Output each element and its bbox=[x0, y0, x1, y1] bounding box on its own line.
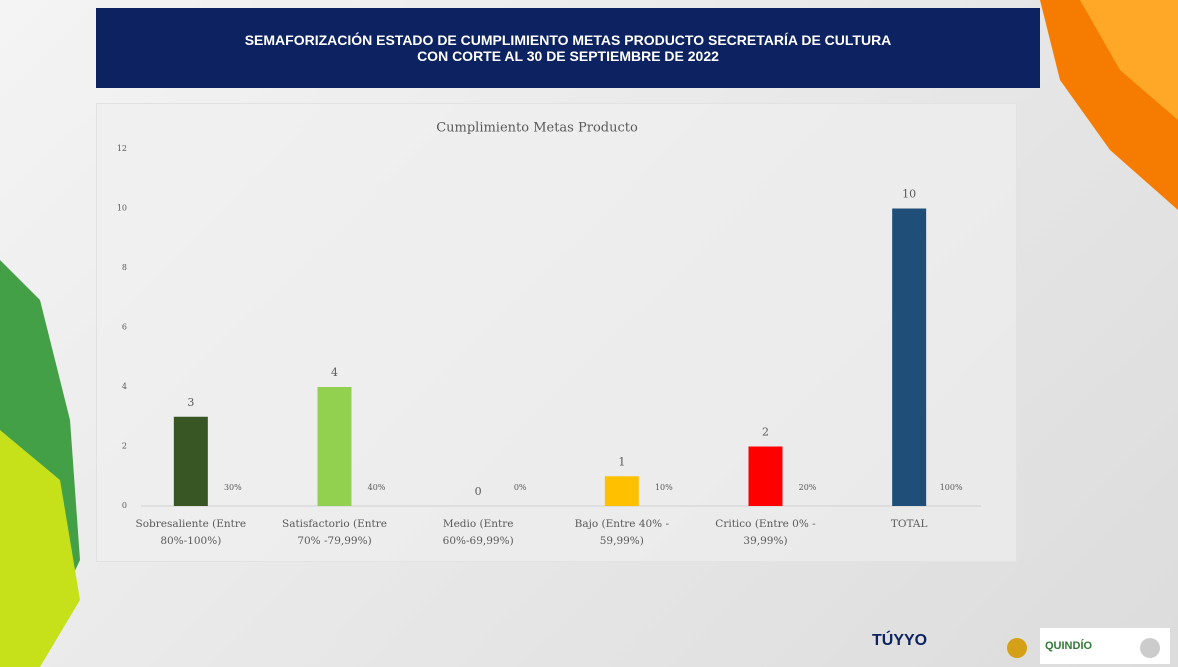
bar bbox=[317, 387, 352, 506]
logo: QUINDÍO bbox=[1045, 640, 1093, 652]
share-label: 40% bbox=[368, 483, 386, 492]
value-label: 4 bbox=[331, 366, 338, 379]
x-tick-label: Medio (Entre 60%-69,99%) bbox=[442, 518, 514, 547]
bar bbox=[604, 476, 639, 506]
y-tick-label: 4 bbox=[122, 382, 127, 391]
share-label: 20% bbox=[799, 483, 817, 492]
header: SEMAFORIZACIÓN ESTADO DE CUMPLIMIENTO ME… bbox=[96, 8, 1040, 88]
x-tick-label: Satisfactorio (Entre 70% -79,99%) bbox=[282, 518, 387, 547]
bar bbox=[748, 446, 783, 506]
green-shape bbox=[0, 430, 80, 667]
bar bbox=[892, 208, 927, 506]
y-tick-label: 0 bbox=[122, 501, 127, 510]
y-tick-label: 12 bbox=[117, 144, 127, 153]
title-line: CON CORTE AL 30 DE SEPTIEMBRE DE 2022 bbox=[417, 48, 719, 64]
x-tick-label: Sobresaliente (Entre 80%-100%) bbox=[135, 518, 247, 547]
y-tick-label: 6 bbox=[122, 323, 127, 332]
chart: Cumplimiento Metas Producto 024681012330… bbox=[117, 121, 981, 510]
y-tick-label: 2 bbox=[122, 442, 127, 451]
value-label: 1 bbox=[618, 455, 625, 468]
x-tick-label: Critico (Entre 0% - 39,99%) bbox=[715, 518, 816, 547]
share-label: 30% bbox=[224, 483, 242, 492]
y-tick-label: 10 bbox=[117, 204, 127, 213]
x-tick-label: Bajo (Entre 40% - 59,99%) bbox=[574, 518, 670, 547]
logo-icon bbox=[1007, 638, 1027, 658]
value-label: 3 bbox=[187, 396, 194, 409]
chart-title: Cumplimiento Metas Producto bbox=[436, 121, 638, 136]
bar bbox=[173, 416, 208, 506]
share-label: 10% bbox=[655, 483, 673, 492]
orange-shape bbox=[1080, 0, 1178, 120]
value-label: 2 bbox=[762, 426, 769, 439]
value-label: 10 bbox=[902, 188, 916, 201]
logo-icon bbox=[1140, 638, 1160, 658]
share-label: 0% bbox=[514, 483, 527, 492]
chart-area: Cumplimiento Metas Producto 0 2 4 6 8 10 12 3 30… bbox=[96, 103, 1017, 562]
y-tick-label: 8 bbox=[122, 263, 127, 272]
logo: TÚYYO bbox=[872, 632, 928, 649]
title-line: SEMAFORIZACIÓN ESTADO DE CUMPLIMIENTO ME… bbox=[244, 32, 892, 48]
x-tick-label: TOTAL bbox=[890, 518, 928, 530]
value-label: 0 bbox=[475, 485, 482, 498]
share-label: 100% bbox=[940, 483, 963, 492]
